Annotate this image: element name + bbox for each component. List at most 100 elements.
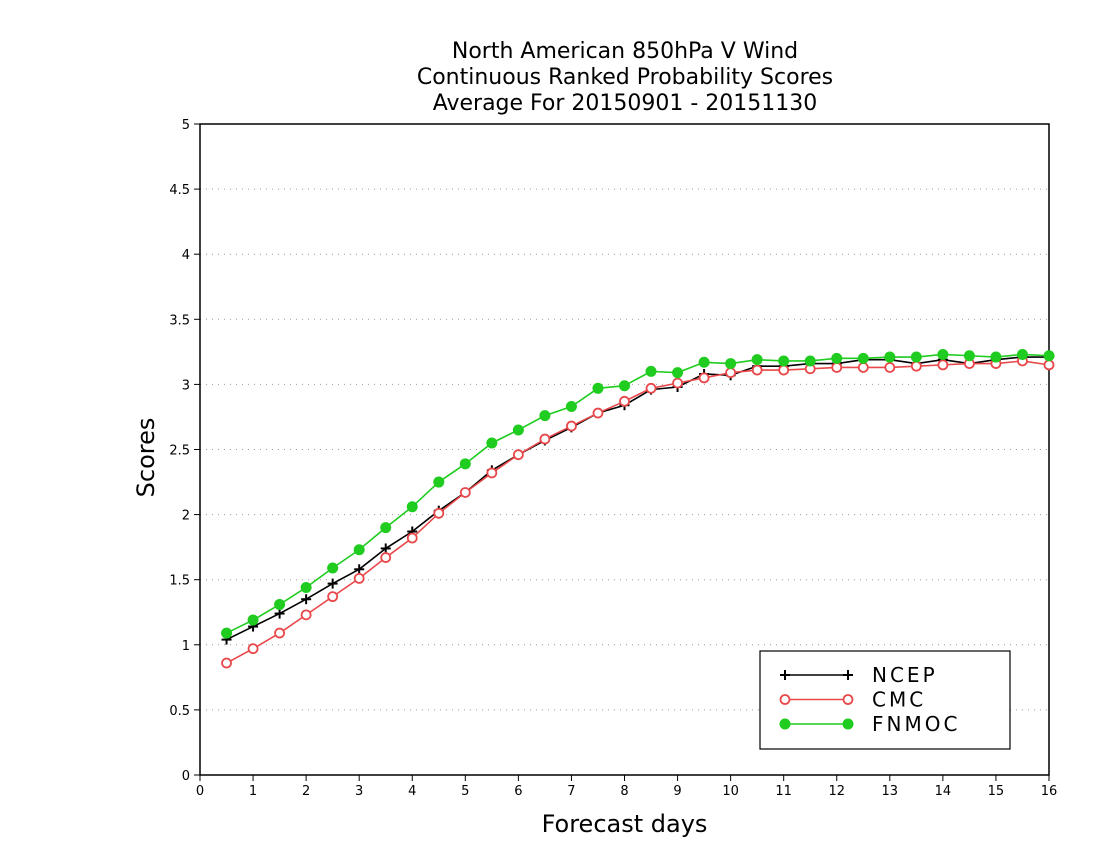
data-point-fnmoc: [406, 501, 418, 513]
x-tick-label: 15: [988, 784, 1005, 799]
data-point-cmc: [831, 362, 843, 373]
data-point-fnmoc: [725, 358, 737, 370]
y-tick-label: 3.5: [169, 313, 190, 328]
legend-label: NCEP: [872, 663, 938, 687]
y-tick-label: 4.5: [169, 183, 190, 198]
data-point-fnmoc: [857, 352, 869, 364]
x-tick-label: 9: [673, 784, 681, 799]
data-point-fnmoc: [937, 348, 949, 360]
x-tick-label: 5: [461, 784, 469, 799]
data-point-cmc: [592, 407, 604, 419]
data-point-cmc: [937, 359, 949, 371]
data-point-cmc: [698, 372, 710, 384]
y-tick-label: 2: [182, 509, 190, 524]
data-point-fnmoc: [963, 350, 975, 362]
data-point-cmc: [353, 572, 365, 584]
data-point-fnmoc: [804, 355, 816, 367]
data-point-cmc: [672, 377, 683, 389]
x-tick-label: 12: [828, 784, 845, 799]
chart-title-line: North American 850hPa V Wind: [452, 39, 798, 64]
y-axis: 0 0.5 1 1.5 2 2.5 3 3.5 4 4.5 5: [169, 118, 200, 784]
y-tick-label: 1.5: [169, 574, 190, 589]
legend-label: FNMOC: [872, 712, 960, 736]
series-line-cmc: [226, 360, 1050, 664]
data-point-cmc: [539, 433, 551, 445]
data-point-fnmoc: [247, 614, 259, 626]
x-tick-label: 16: [1041, 784, 1058, 799]
data-point-fnmoc: [910, 351, 922, 363]
data-point-fnmoc: [433, 476, 445, 488]
data-point-cmc: [380, 552, 392, 563]
x-tick-label: 0: [196, 784, 204, 799]
data-point-cmc: [619, 395, 630, 407]
data-point-fnmoc: [592, 382, 604, 394]
data-point-cmc: [884, 362, 896, 373]
data-point-fnmoc: [778, 355, 790, 367]
chart-title-line: Average For 20150901 - 20151130: [433, 91, 818, 116]
data-point-cmc: [459, 487, 471, 498]
data-point-cmc: [778, 364, 790, 376]
data-point-ncep: [380, 543, 391, 554]
x-tick-label: 10: [722, 784, 739, 799]
x-axis: 0 1 2 3 4 5 6 7 8 9 10 11 12 13 14 15 16: [196, 775, 1057, 799]
data-point-fnmoc: [831, 352, 843, 364]
data-point-cmc: [327, 591, 339, 603]
data-point-fnmoc: [353, 544, 365, 556]
legend-marker: [843, 670, 853, 680]
data-point-fnmoc: [459, 458, 471, 470]
data-point-fnmoc: [672, 367, 684, 379]
data-point-cmc: [1043, 359, 1055, 371]
x-tick-label: 14: [935, 784, 952, 799]
data-point-fnmoc: [698, 356, 710, 368]
x-axis-label: Forecast days: [542, 810, 708, 838]
chart-title-line: Continuous Ranked Probability Scores: [417, 65, 833, 90]
data-point-fnmoc: [619, 380, 630, 392]
legend-label: CMC: [872, 688, 926, 712]
data-point-fnmoc: [1043, 350, 1055, 362]
data-point-cmc: [857, 362, 869, 373]
data-point-cmc: [486, 467, 498, 479]
x-tick-label: 1: [249, 784, 257, 799]
data-point-fnmoc: [884, 351, 896, 363]
y-axis-label: Scores: [132, 418, 160, 498]
y-tick-label: 3: [182, 378, 190, 393]
data-point-fnmoc: [512, 424, 524, 436]
legend-item-fnmoc: FNMOC: [779, 712, 960, 736]
legend-marker: [842, 694, 854, 705]
y-tick-label: 5: [182, 118, 190, 133]
x-tick-label: 8: [620, 784, 628, 799]
legend-marker: [780, 670, 790, 680]
gridlines: [200, 188, 1049, 711]
data-point-fnmoc: [990, 351, 1002, 363]
data-point-fnmoc: [486, 437, 498, 449]
data-point-fnmoc: [300, 582, 312, 594]
data-point-ncep: [327, 578, 338, 589]
data-point-fnmoc: [751, 354, 763, 366]
y-tick-label: 1: [182, 639, 190, 654]
data-point-cmc: [725, 367, 737, 379]
legend-marker: [779, 718, 791, 730]
data-point-cmc: [751, 364, 763, 376]
y-tick-label: 4: [182, 248, 190, 263]
data-point-fnmoc: [221, 627, 233, 639]
series-cmc: [221, 355, 1055, 669]
y-tick-label: 2.5: [169, 444, 190, 459]
y-tick-label: 0.5: [169, 704, 190, 719]
data-point-ncep: [301, 594, 312, 605]
data-point-cmc: [406, 532, 418, 544]
x-tick-label: 6: [514, 784, 522, 799]
data-point-cmc: [433, 507, 445, 519]
x-tick-label: 7: [567, 784, 575, 799]
x-tick-label: 3: [355, 784, 363, 799]
series-fnmoc: [221, 348, 1055, 639]
series-ncep: [221, 352, 1054, 645]
x-tick-label: 2: [302, 784, 310, 799]
legend-item-cmc: CMC: [779, 688, 926, 712]
data-point-fnmoc: [1016, 348, 1028, 360]
data-point-fnmoc: [380, 522, 392, 534]
x-tick-label: 13: [882, 784, 899, 799]
data-point-fnmoc: [645, 365, 657, 377]
data-point-cmc: [910, 360, 922, 372]
